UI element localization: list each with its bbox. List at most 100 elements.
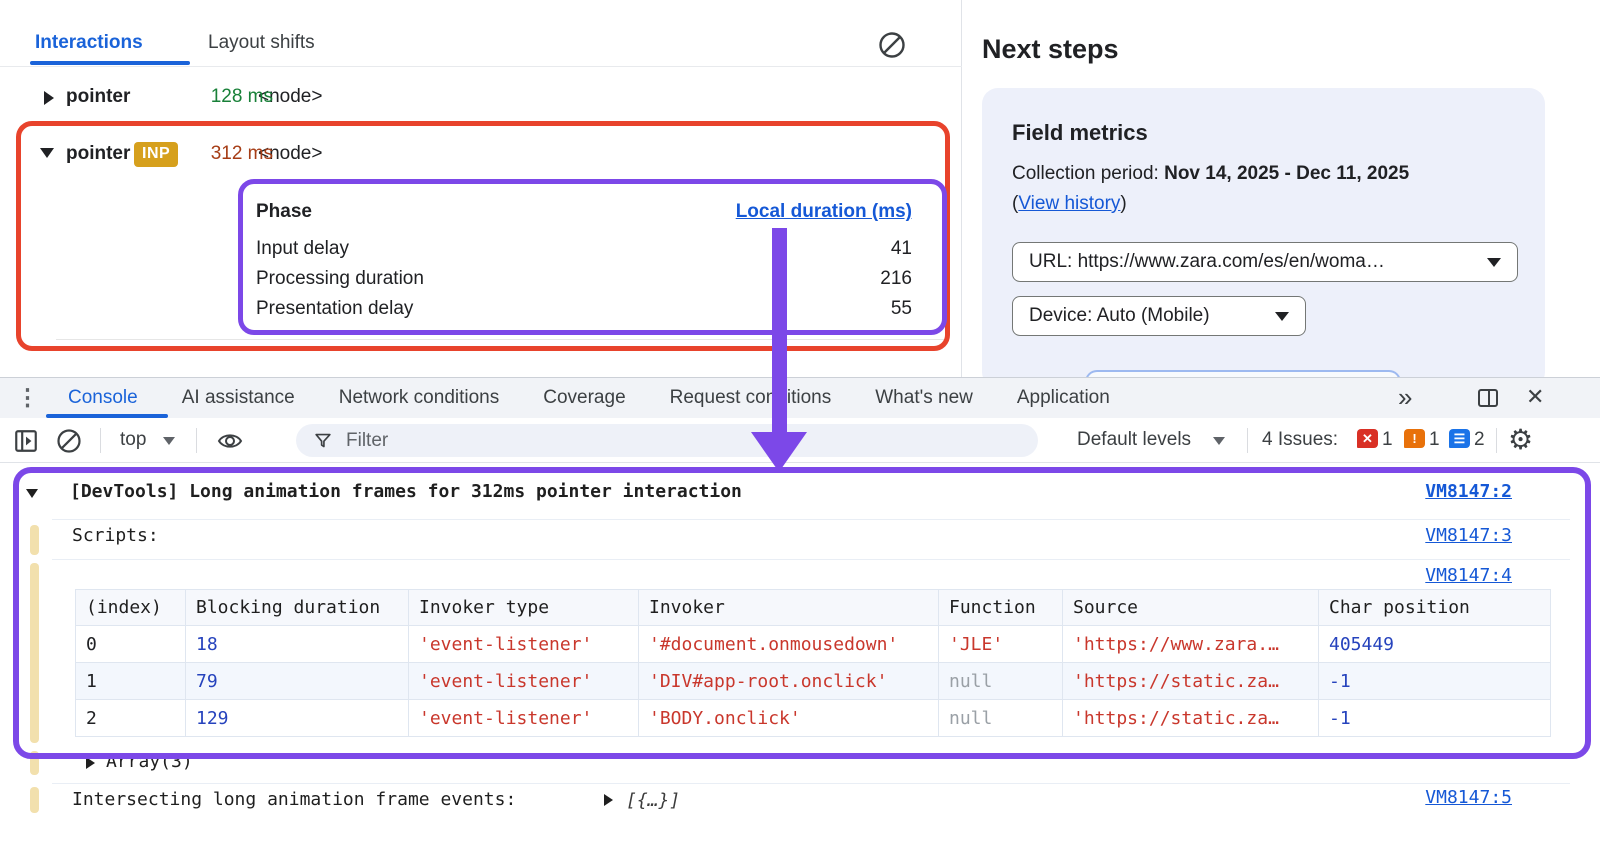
source-link[interactable]: VM8147:5 — [1425, 787, 1512, 808]
warning-badge-icon[interactable]: ! — [1404, 429, 1425, 448]
col-header[interactable]: Invoker type — [408, 589, 639, 626]
filter-placeholder: Filter — [346, 429, 389, 451]
divider — [196, 428, 197, 453]
field-metrics-title: Field metrics — [1012, 120, 1148, 145]
warning-count: 1 — [1429, 429, 1440, 450]
more-tabs-icon[interactable]: » — [1398, 382, 1413, 412]
active-tab-underline — [46, 414, 168, 418]
table-row[interactable]: 1 79 'event-listener' 'DIV#app-root.oncl… — [75, 662, 1551, 700]
table-row[interactable]: 2 129 'event-listener' 'BODY.onclick' nu… — [75, 699, 1551, 737]
live-expression-eye-icon[interactable] — [216, 427, 244, 455]
filter-input[interactable]: Filter — [296, 424, 1038, 457]
gear-icon[interactable]: ⚙ — [1508, 424, 1534, 455]
info-badge-icon[interactable]: ☰ — [1449, 429, 1470, 448]
issues-label[interactable]: 4 Issues: — [1262, 429, 1339, 450]
cell-source: 'https://static.za… — [1062, 699, 1319, 737]
console-sidebar-icon[interactable] — [13, 428, 39, 454]
interaction-type[interactable]: pointer — [66, 86, 131, 107]
divider — [100, 428, 101, 453]
cell-source: 'https://www.zara.… — [1062, 625, 1319, 663]
cell-index: 0 — [75, 625, 186, 663]
tab-network-conditions[interactable]: Network conditions — [338, 387, 500, 408]
tab-whats-new[interactable]: What's new — [875, 387, 973, 408]
tab-interactions[interactable]: Interactions — [35, 32, 143, 53]
col-header[interactable]: Invoker — [638, 589, 939, 626]
expand-arrow-icon[interactable] — [604, 794, 613, 806]
tab-application[interactable]: Application — [1016, 387, 1110, 408]
paren: ) — [1120, 193, 1127, 214]
field-metrics-card — [982, 88, 1545, 388]
collapse-arrow-icon[interactable] — [40, 148, 54, 158]
cell-invoker-type: 'event-listener' — [408, 662, 639, 700]
cell-source: 'https://static.za… — [1062, 662, 1319, 700]
collection-period: Collection period: Nov 14, 2025 - Dec 11… — [1012, 163, 1409, 185]
local-duration-sort-link[interactable]: Local duration (ms) — [735, 201, 912, 222]
interaction-node-link[interactable]: <node> — [258, 143, 323, 164]
url-select[interactable]: URL: https://www.zara.com/es/en/woma… — [1012, 242, 1518, 282]
phase-column-header: Phase — [256, 201, 312, 222]
chevron-down-icon — [1213, 437, 1225, 445]
chevron-down-icon — [163, 437, 175, 445]
expand-arrow-icon[interactable] — [86, 757, 95, 769]
filter-funnel-icon — [312, 430, 334, 452]
log-levels-selector[interactable]: Default levels — [1077, 429, 1192, 450]
device-select[interactable]: Device: Auto (Mobile) — [1012, 296, 1306, 336]
close-icon[interactable]: ✕ — [1526, 384, 1545, 409]
clear-console-icon[interactable] — [55, 427, 83, 455]
source-link[interactable]: VM8147:3 — [1425, 525, 1512, 546]
col-header[interactable]: Blocking duration — [185, 589, 409, 626]
divider — [1247, 428, 1248, 453]
cell-char-position: -1 — [1318, 699, 1551, 737]
divider — [1496, 428, 1497, 453]
cell-index: 2 — [75, 699, 186, 737]
view-history-link[interactable]: View history — [1018, 193, 1121, 214]
interaction-type[interactable]: pointer — [66, 143, 131, 164]
error-count: 1 — [1382, 429, 1393, 450]
error-badge-icon[interactable]: ✕ — [1357, 429, 1378, 448]
context-selector[interactable]: top — [120, 429, 147, 450]
drawer-tabstrip: ⋮ Console AI assistance Network conditio… — [0, 378, 1600, 418]
source-link[interactable]: VM8147:2 — [1425, 481, 1512, 502]
col-header[interactable]: Function — [938, 589, 1063, 626]
divider — [0, 66, 962, 67]
tab-ai-assistance[interactable]: AI assistance — [181, 387, 295, 408]
active-tab-underline — [30, 61, 190, 65]
console-message: Scripts: — [72, 525, 159, 546]
col-header[interactable]: (index) — [75, 589, 186, 626]
tab-layout-shifts[interactable]: Layout shifts — [208, 32, 315, 53]
tab-console[interactable]: Console — [68, 387, 138, 408]
cell-invoker: '#document.onmousedown' — [638, 625, 939, 663]
phase-row-label: Processing duration — [256, 268, 424, 289]
source-link[interactable]: VM8147:4 — [1425, 565, 1512, 586]
collapse-arrow-icon[interactable] — [26, 489, 38, 498]
collection-period-value: Nov 14, 2025 - Dec 11, 2025 — [1164, 163, 1410, 184]
interaction-duration: 312 ms — [210, 143, 273, 164]
phase-row-value: 41 — [890, 238, 912, 259]
phase-row-value: 216 — [880, 268, 912, 289]
dock-side-icon[interactable] — [1476, 386, 1500, 410]
console-table: (index) Blocking duration Invoker type I… — [75, 589, 1551, 737]
col-header[interactable]: Source — [1062, 589, 1319, 626]
table-header-row[interactable]: (index) Blocking duration Invoker type I… — [75, 589, 1551, 626]
table-row[interactable]: 0 18 'event-listener' '#document.onmouse… — [75, 625, 1551, 663]
kebab-menu-icon[interactable]: ⋮ — [16, 384, 39, 410]
clear-icon[interactable] — [877, 30, 907, 60]
cell-blocking-duration: 129 — [185, 699, 409, 737]
interaction-node-link[interactable]: <node> — [258, 86, 323, 107]
warning-level-strip — [30, 563, 39, 743]
view-history-line: (View history) — [1012, 193, 1127, 215]
console-message: [DevTools] Long animation frames for 312… — [70, 481, 742, 502]
object-preview[interactable]: [{…}] — [626, 790, 681, 811]
expand-arrow-icon[interactable] — [44, 91, 54, 105]
chevron-down-icon — [1487, 257, 1501, 267]
inp-badge: INP — [134, 142, 179, 167]
next-steps-title: Next steps — [982, 34, 1119, 64]
array-preview[interactable]: Array(3) — [106, 751, 193, 772]
phase-row-value: 55 — [890, 298, 912, 319]
col-header[interactable]: Char position — [1318, 589, 1551, 626]
tab-coverage[interactable]: Coverage — [543, 387, 626, 408]
cell-blocking-duration: 18 — [185, 625, 409, 663]
tab-request-conditions[interactable]: Request conditions — [669, 387, 832, 408]
console-toolbar: top Filter Default levels 4 Issues: ✕ 1 … — [0, 418, 1600, 463]
